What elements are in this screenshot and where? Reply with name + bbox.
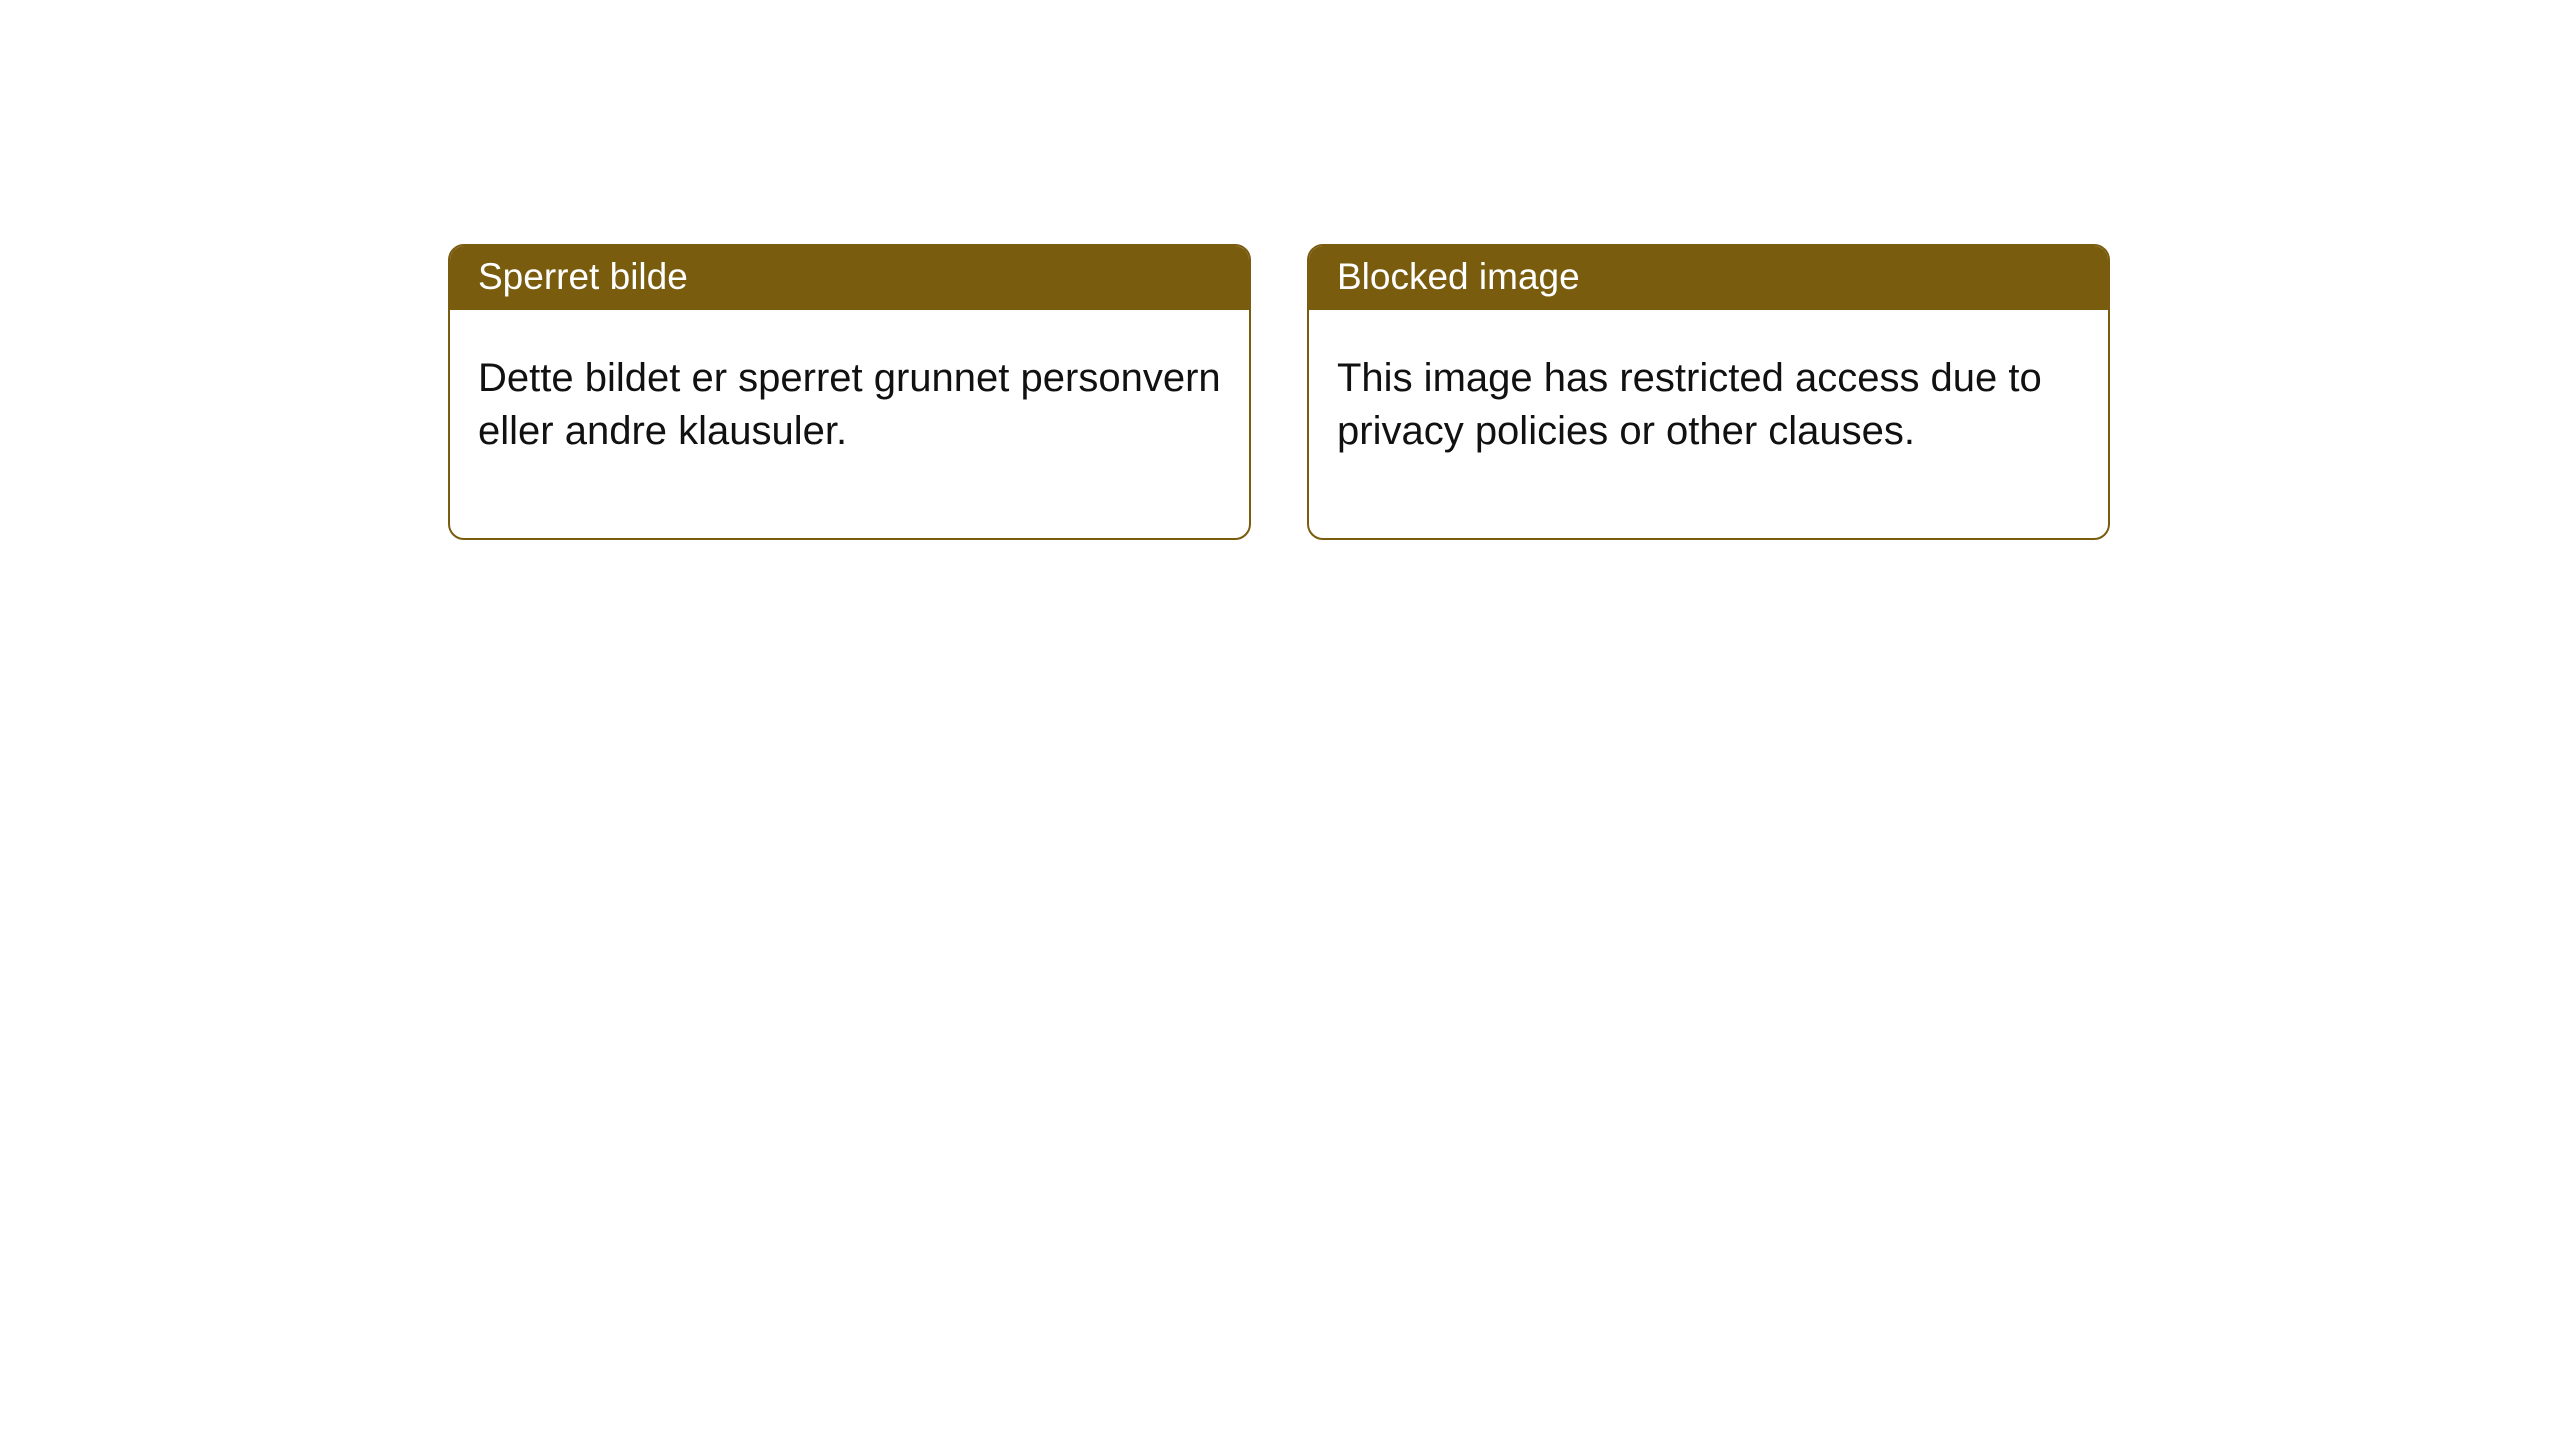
card-body-text: This image has restricted access due to … bbox=[1337, 356, 2042, 453]
blocked-image-card-no: Sperret bilde Dette bildet er sperret gr… bbox=[448, 244, 1251, 540]
card-title: Blocked image bbox=[1337, 256, 1580, 297]
card-header: Sperret bilde bbox=[450, 246, 1249, 310]
blocked-image-card-en: Blocked image This image has restricted … bbox=[1307, 244, 2110, 540]
card-body: This image has restricted access due to … bbox=[1309, 310, 2108, 538]
card-header: Blocked image bbox=[1309, 246, 2108, 310]
card-body-text: Dette bildet er sperret grunnet personve… bbox=[478, 356, 1221, 453]
card-title: Sperret bilde bbox=[478, 256, 688, 297]
card-body: Dette bildet er sperret grunnet personve… bbox=[450, 310, 1249, 538]
notice-container: Sperret bilde Dette bildet er sperret gr… bbox=[0, 0, 2560, 540]
